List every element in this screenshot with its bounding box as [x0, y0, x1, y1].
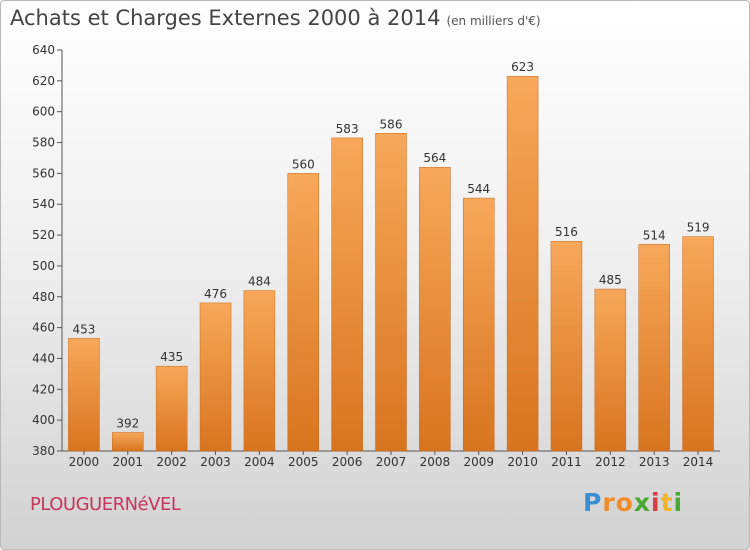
bar-2011 — [550, 240, 583, 452]
logo-letter: t — [660, 488, 674, 517]
x-tick-label: 2011 — [551, 455, 582, 469]
bar-2010 — [506, 75, 539, 452]
bar-value-label: 560 — [292, 157, 315, 171]
x-tick-label: 2002 — [156, 455, 187, 469]
x-tick-label: 2005 — [288, 455, 319, 469]
bar-2003 — [199, 302, 232, 452]
title-unit: (en milliers d'€) — [446, 14, 541, 28]
x-tick-label: 2010 — [507, 455, 538, 469]
x-tick-label: 2000 — [69, 455, 100, 469]
y-tick-label: 460 — [32, 321, 55, 335]
chart-bars — [68, 75, 714, 452]
commune-name: PLOUGUERNéVEL — [30, 494, 181, 515]
bar-value-label: 516 — [555, 225, 578, 239]
x-tick-label: 2014 — [683, 455, 714, 469]
logo-letter: i — [673, 488, 684, 517]
logo-letter: x — [633, 488, 651, 517]
y-tick-label: 640 — [32, 43, 55, 57]
x-tick-label: 2006 — [332, 455, 363, 469]
x-tick-label: 2012 — [595, 455, 626, 469]
bar-value-label: 519 — [687, 221, 710, 235]
logo-letter: r — [602, 488, 616, 517]
x-tick-label: 2007 — [376, 455, 407, 469]
y-tick-label: 420 — [32, 382, 55, 396]
x-tick-label: 2013 — [639, 455, 670, 469]
logo-letter: i — [651, 488, 661, 517]
bar-2008 — [419, 166, 451, 452]
y-tick-label: 500 — [32, 259, 55, 273]
bar-2000 — [68, 338, 100, 452]
y-tick-label: 540 — [32, 197, 55, 211]
bar-2006 — [331, 137, 363, 452]
bar-value-label: 392 — [116, 416, 139, 430]
bar-2002 — [155, 365, 188, 452]
chart-title: Achats et Charges Externes 2000 à 2014 (e… — [10, 6, 541, 30]
proxiti-logo: Proxiti — [583, 488, 683, 517]
y-tick-label: 520 — [32, 228, 55, 242]
bar-value-label: 544 — [467, 182, 490, 196]
x-tick-label: 2004 — [244, 455, 275, 469]
y-tick-label: 440 — [32, 351, 55, 365]
bar-2005 — [287, 173, 320, 452]
bar-value-label: 586 — [380, 117, 403, 131]
bar-value-label: 484 — [248, 275, 271, 289]
bar-value-label: 485 — [599, 273, 622, 287]
bar-value-label: 453 — [72, 322, 95, 336]
bar-2001 — [112, 432, 144, 452]
x-tick-label: 2003 — [200, 455, 231, 469]
y-tick-label: 480 — [32, 290, 55, 304]
x-tick-label: 2001 — [113, 455, 144, 469]
y-tick-label: 620 — [32, 74, 55, 88]
y-tick-label: 380 — [32, 444, 55, 458]
bar-value-label: 583 — [336, 122, 359, 136]
y-tick-label: 580 — [32, 136, 55, 150]
bar-2004 — [243, 290, 276, 452]
bar-2013 — [638, 244, 670, 452]
title-text: Achats et Charges Externes 2000 à 2014 — [10, 6, 441, 30]
chart-data-labels: 453 392 435 476 484 560 583 586 564 544 623 516 485 5… — [72, 60, 709, 430]
x-tick-label: 2009 — [463, 455, 494, 469]
bar-value-label: 623 — [511, 60, 534, 74]
bar-2012 — [594, 288, 627, 452]
logo-letter: o — [615, 488, 634, 517]
y-tick-label: 600 — [32, 105, 55, 119]
y-tick-label: 560 — [32, 166, 55, 180]
x-tick-label: 2008 — [420, 455, 451, 469]
bar-2007 — [375, 133, 407, 452]
bar-2014 — [682, 236, 714, 452]
bar-value-label: 564 — [423, 151, 446, 165]
bar-value-label: 514 — [643, 228, 666, 242]
bar-value-label: 476 — [204, 287, 227, 301]
logo-letter: P — [583, 488, 603, 517]
y-tick-label: 400 — [32, 413, 55, 427]
bar-value-label: 435 — [160, 350, 183, 364]
bar-2009 — [462, 197, 495, 452]
